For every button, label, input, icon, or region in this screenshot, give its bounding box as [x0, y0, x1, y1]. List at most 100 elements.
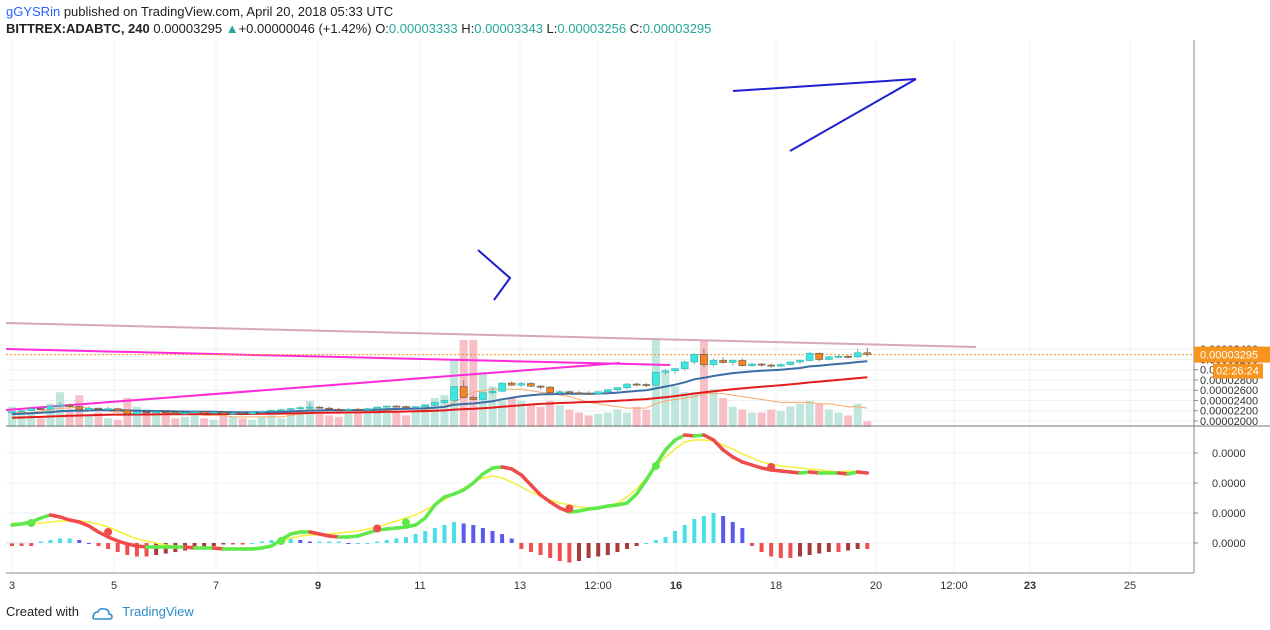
macd-histogram-bar — [307, 541, 312, 543]
volume-bar — [286, 412, 295, 427]
macd-histogram-bar — [788, 543, 793, 558]
volume-bar — [574, 412, 583, 427]
macd-histogram-bar — [29, 543, 34, 546]
volume-bar — [113, 419, 122, 427]
candle-body — [575, 392, 583, 395]
volume-bar — [27, 412, 36, 427]
macd-histogram-bar — [461, 523, 466, 543]
macd-line-segment — [423, 503, 437, 520]
volume-bar — [498, 400, 507, 427]
candle-body — [431, 402, 439, 406]
volume-bar — [344, 413, 353, 427]
candle-body — [123, 409, 132, 415]
tradingview-link[interactable]: TradingView — [122, 604, 194, 619]
macd-histogram-bar — [231, 543, 236, 545]
macd-histogram-bar — [663, 537, 668, 543]
volume-bar — [671, 386, 680, 427]
volume-bar — [853, 403, 862, 427]
macd-histogram-bar — [769, 543, 774, 557]
chart-canvas[interactable]: 0.000034000.000032000.000030000.00002800… — [0, 0, 1270, 600]
time-tick-label: 5 — [111, 580, 117, 592]
candle-body — [757, 363, 766, 366]
cross-marker — [27, 519, 36, 527]
osc-tick-label: 0.0000 — [1212, 538, 1246, 550]
candle-body — [796, 360, 804, 363]
candle-body — [825, 356, 833, 360]
channel-lower-line — [5, 362, 621, 411]
volume-bar — [546, 400, 555, 427]
volume-bar — [796, 403, 805, 427]
volume-bar — [46, 403, 55, 427]
macd-histogram-bar — [721, 516, 726, 543]
triangle-lower-line — [789, 78, 917, 152]
volume-bar — [805, 400, 814, 427]
candle-body — [229, 413, 237, 415]
low-label: L: — [546, 21, 558, 36]
candle-body — [402, 406, 410, 408]
volume-bar — [824, 409, 833, 427]
candle-body — [728, 360, 737, 363]
macd-line-segment — [548, 500, 562, 510]
macd-histogram-bar — [500, 534, 505, 543]
volume-bar — [661, 371, 670, 427]
volume-bar — [238, 418, 247, 427]
published-text: published on TradingView.com, April 20, … — [63, 4, 394, 19]
candlesticks — [8, 347, 872, 416]
publisher-name[interactable]: gGYSRin — [6, 4, 61, 19]
candle-body — [363, 408, 372, 411]
cross-marker — [277, 537, 286, 545]
volume-bar — [325, 415, 334, 427]
candle-body — [440, 400, 449, 403]
time-tick-label: 23 — [1024, 580, 1036, 592]
candle-body — [853, 352, 862, 358]
candle-body — [142, 411, 151, 414]
volume-bar — [565, 409, 574, 427]
volume-bar — [161, 415, 170, 427]
volume-bar — [229, 416, 238, 427]
candle-body — [382, 405, 391, 408]
candle-body — [863, 352, 872, 355]
macd-line-segment — [529, 483, 543, 497]
macd-histogram-bar — [778, 543, 783, 558]
volume-bar — [363, 409, 372, 427]
high-value: 0.00003343 — [474, 21, 543, 36]
macd-histogram-bar — [596, 543, 601, 557]
volume-bar — [536, 406, 545, 427]
macd-histogram-bar — [471, 525, 476, 543]
candle-body — [488, 390, 497, 394]
volume-bar — [786, 406, 795, 427]
macd-histogram-bar — [855, 543, 860, 549]
macd-histogram-bar — [682, 525, 687, 543]
volume-bar — [180, 416, 189, 427]
candle-body — [805, 352, 814, 361]
time-tick-label: 11 — [414, 580, 425, 592]
symbol-label[interactable]: BITTREX:ADABTC, 240 — [6, 21, 150, 36]
macd-histogram-bar — [144, 543, 149, 557]
candle-body — [613, 387, 622, 391]
time-axis[interactable]: 3 5 7 9 11 13 12:00 16 18 20 12:00 23 25 — [9, 580, 1136, 592]
candle-body — [738, 360, 747, 366]
tradingview-logo-icon — [91, 607, 113, 620]
volume-bar — [104, 418, 113, 427]
candle-body — [315, 406, 324, 409]
macd-histogram-bar — [77, 540, 82, 543]
macd-histogram-bar — [567, 543, 572, 563]
price-tick-label: 0.00002400 — [1200, 395, 1258, 407]
macd-line-segment — [96, 530, 110, 539]
candle-body — [459, 386, 468, 398]
price-pane[interactable] — [6, 40, 1194, 425]
macd-histogram-bar — [826, 543, 831, 552]
candle-body — [161, 411, 170, 414]
candle-body — [623, 383, 631, 388]
macd-histogram-bar — [346, 543, 351, 544]
up-arrow-icon: ▲ — [225, 21, 239, 36]
oscillator-axis[interactable]: 0.0000 0.0000 0.0000 0.0000 — [1194, 448, 1246, 550]
candle-body — [536, 385, 545, 388]
candle-body — [517, 383, 526, 386]
candle-body — [248, 411, 257, 415]
macd-histogram-bar — [317, 541, 322, 543]
macd-histogram-bar — [327, 541, 332, 543]
macd-histogram-bar — [673, 531, 678, 543]
volume-bar — [421, 403, 430, 427]
time-tick-label: 16 — [670, 580, 682, 592]
